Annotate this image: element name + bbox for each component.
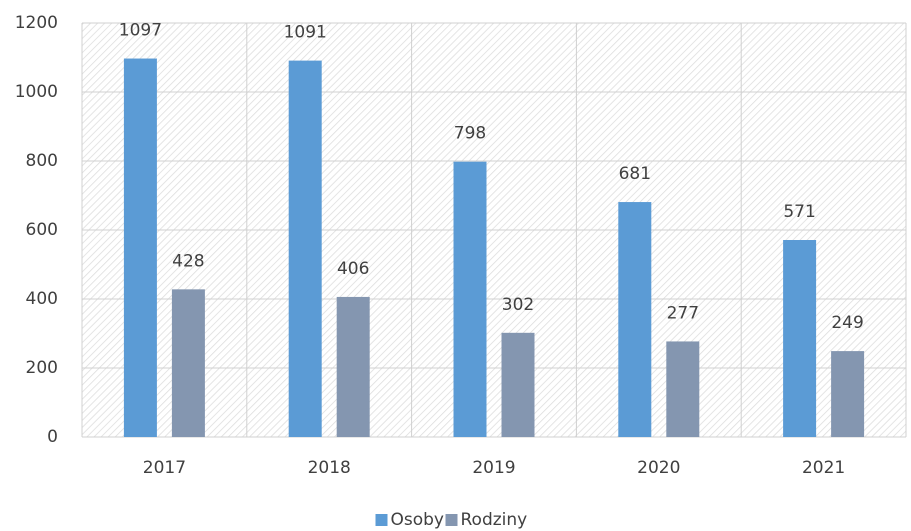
bar <box>336 296 370 437</box>
value-label: 277 <box>667 303 699 323</box>
value-label: 798 <box>454 124 486 144</box>
bar <box>288 60 322 437</box>
value-label: 406 <box>337 259 369 279</box>
y-tick-label: 800 <box>26 151 58 171</box>
x-tick-label: 2019 <box>472 458 515 478</box>
y-tick-label: 600 <box>26 220 58 240</box>
bar <box>618 202 652 437</box>
y-tick-label: 200 <box>26 358 58 378</box>
bar <box>783 240 817 437</box>
bar <box>831 351 865 437</box>
value-label: 249 <box>831 313 863 333</box>
bar <box>123 58 157 437</box>
bar <box>453 161 487 437</box>
bar <box>171 289 205 437</box>
value-label: 681 <box>619 164 651 184</box>
x-tick-label: 2017 <box>143 458 186 478</box>
bar <box>501 332 535 437</box>
legend-swatch <box>445 514 458 526</box>
y-tick-label: 1200 <box>15 13 58 33</box>
y-tick-label: 0 <box>47 427 58 447</box>
value-label: 428 <box>172 251 204 271</box>
x-tick-label: 2021 <box>802 458 845 478</box>
x-tick-label: 2020 <box>637 458 680 478</box>
legend-swatch <box>375 514 388 526</box>
y-tick-label: 1000 <box>15 82 58 102</box>
y-tick-label: 400 <box>26 289 58 309</box>
value-label: 302 <box>502 295 534 315</box>
x-tick-label: 2018 <box>308 458 351 478</box>
value-label: 571 <box>783 202 815 222</box>
legend-label: Osoby <box>391 510 445 530</box>
bar <box>666 341 700 437</box>
legend-label: Rodziny <box>461 510 528 530</box>
value-label: 1097 <box>119 21 162 41</box>
value-label: 1091 <box>284 23 327 43</box>
